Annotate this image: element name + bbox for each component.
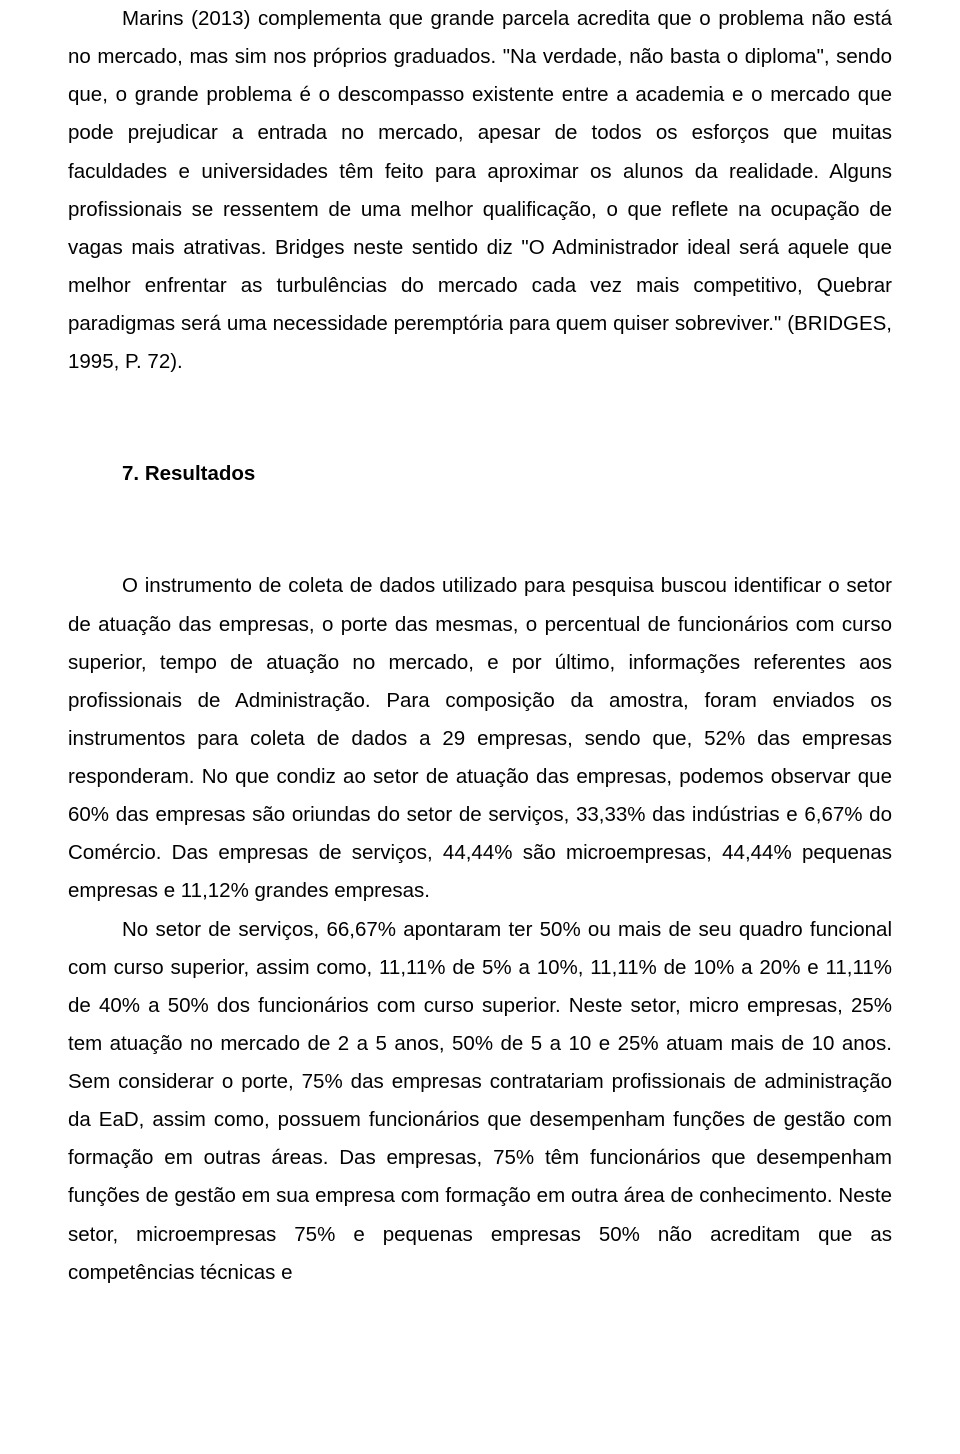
paragraph-3: No setor de serviços, 66,67% apontaram t… [68,911,892,1292]
document-page: Marins (2013) complementa que grande par… [0,0,960,1454]
section-title: Resultados [145,462,256,485]
section-heading: 7. Resultados [122,455,892,493]
paragraph-2: O instrumento de coleta de dados utiliza… [68,567,892,910]
paragraph-1: Marins (2013) complementa que grande par… [68,0,892,381]
section-number: 7. [122,462,139,485]
